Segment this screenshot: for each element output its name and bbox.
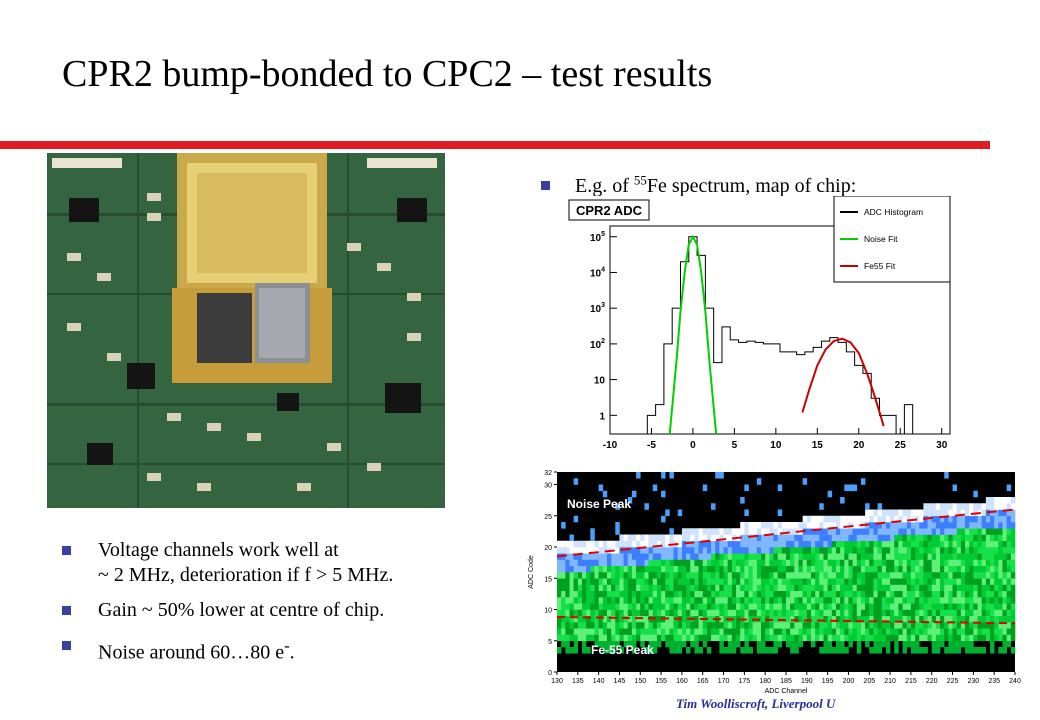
x-tick-label: 30 [936,440,948,451]
x-tick-label: 185 [780,678,792,685]
x-tick-label: -10 [603,440,618,451]
results-bullet-list: Voltage channels work well at ~ 2 MHz, d… [62,538,512,676]
series-line-fe55-fit [801,337,885,427]
series-line-noise-fit [668,234,718,435]
x-axis-label: ADC Channel [765,688,808,695]
y-tick-label: 15 [544,576,552,583]
x-tick-label: 225 [947,678,959,685]
fe-peak-label: Fe-55 Peak [591,643,654,657]
plot-frame [609,225,951,435]
y-tick-label: 25 [544,514,552,521]
x-tick-label: 20 [853,440,865,451]
x-tick-label: 240 [1009,678,1021,685]
adc-spectrum-chart: CPR2 ADC -10 -5 0 5 10 15 20 25 3011010210310410… [566,196,956,462]
x-tick-label: 150 [634,678,646,685]
x-tick-label: 180 [759,678,771,685]
noise-peak-line [556,508,1016,558]
x-tick-label: 235 [988,678,1000,685]
x-tick-label: 200 [843,678,855,685]
y-tick-label: 32 [544,470,552,477]
chart-legend: ADC Histogram Noise Fit Fe55 Fit [833,196,951,283]
y-tick-label: 1 [599,411,605,422]
noise-peak-label: Noise Peak [567,497,631,511]
x-tick-label: 145 [614,678,626,685]
bullet-text: Gain ~ 50% lower at centre of chip. [98,599,385,621]
x-tick-label: 130 [551,678,563,685]
chart-title-box [568,199,650,221]
x-tick-label: 230 [968,678,980,685]
x-tick-label: 175 [739,678,751,685]
legend-entry: Fe55 Fit [864,261,896,271]
bullet-text: ~ 2 MHz, deterioration if f > 5 MHz. [98,564,394,586]
y-tick-label: 0 [548,670,552,677]
y-tick-label: 30 [544,483,552,490]
y-tick-label: 20 [544,545,552,552]
x-tick-label: 190 [801,678,813,685]
x-tick-label: 170 [718,678,730,685]
x-tick-label: 155 [655,678,667,685]
bullet-gain: Gain ~ 50% lower at centre of chip. [62,598,512,623]
legend-entry: Noise Fit [864,234,898,244]
x-tick-label: 5 [732,440,738,451]
x-tick-label: 135 [572,678,584,685]
x-tick-label: 210 [884,678,896,685]
bullet-noise: Noise around 60…80 e-. [62,633,512,666]
y-tick-label: 10 [594,376,606,387]
x-tick-label: 165 [697,678,709,685]
y-tick-label: 5 [548,639,552,646]
legend-entry: ADC Histogram [864,207,923,217]
bullet-square-icon [62,641,71,650]
y-tick-label: 10 [544,608,552,615]
x-tick-label: 195 [822,678,834,685]
x-tick-label: 0 [690,440,696,451]
chip-board-photo [47,153,445,508]
x-tick-label: 25 [895,440,907,451]
bullet-voltage-channels: Voltage channels work well at ~ 2 MHz, d… [62,538,512,588]
x-tick-label: 10 [770,440,782,451]
chart-title: CPR2 ADC [576,203,643,218]
spectrum-bullet: E.g. of 55Fe spectrum, map of chip: [541,172,856,198]
title-divider [0,141,990,149]
bullet-square-icon [541,181,550,190]
bullet-square-icon [62,546,71,555]
bullet-text: E.g. of 55Fe spectrum, map of chip: [575,172,857,197]
bullet-square-icon [62,606,71,615]
slide-title: CPR2 bump-bonded to CPC2 – test results [62,53,713,95]
y-axis-label: ADC Code [528,555,535,589]
x-tick-label: 215 [905,678,917,685]
x-tick-label: 205 [863,678,875,685]
bullet-text: Voltage channels work well at [98,539,339,561]
x-tick-label: 140 [593,678,605,685]
fe-peak-line [556,616,1016,625]
x-tick-label: 220 [926,678,938,685]
x-tick-label: -5 [647,440,656,451]
x-tick-label: 160 [676,678,688,685]
footer-author: Tim Woolliscroft, Liverpool U [676,696,836,711]
x-tick-label: 15 [812,440,824,451]
bullet-text: Noise around 60…80 e-. [98,636,295,664]
